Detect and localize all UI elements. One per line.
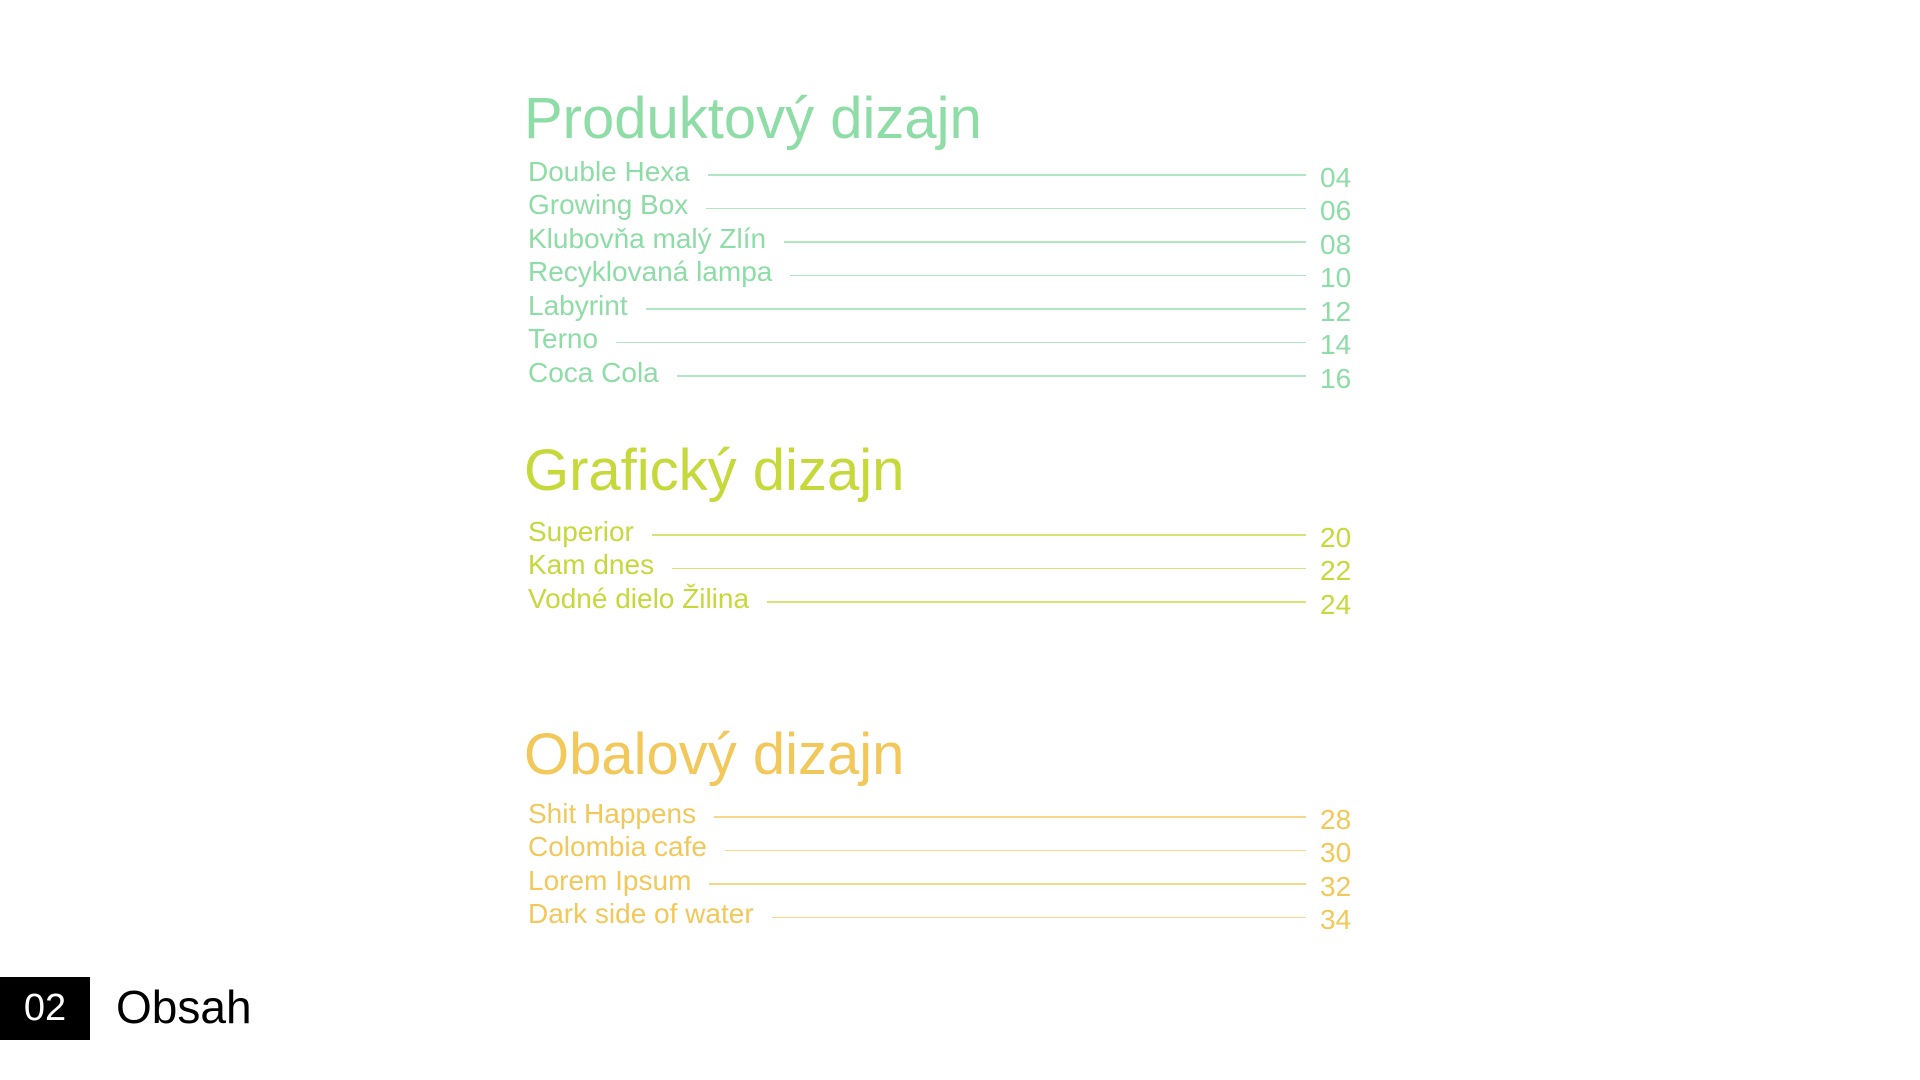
toc-entry-label: Shit Happens [528, 797, 697, 829]
toc-list: Superior 20 Kam dnes 22 Vodné dielo Žilina 24 [524, 512, 1364, 618]
leader-line [707, 174, 1306, 176]
leader-line [714, 816, 1306, 818]
section-title: Produktový dizajn [524, 86, 982, 151]
section-title: Obalový dizajn [524, 722, 905, 787]
toc-entry-page: 06 [1320, 195, 1352, 226]
leader-line [767, 601, 1306, 603]
page-number-badge: 02 [0, 977, 90, 1040]
toc-entry-label: Recyklovaná lampa [528, 256, 773, 287]
section-produktovy-dizajn: Produktový dizajn Double Hexa 04 Growing B… [524, 86, 1364, 393]
toc-entry-page: 28 [1320, 803, 1352, 835]
leader-line [645, 308, 1306, 310]
leader-line [771, 916, 1306, 918]
toc-entry[interactable]: Coca Cola 16 [528, 353, 1364, 392]
leader-line [676, 375, 1306, 377]
toc-entry-label: Lorem Ipsum [528, 864, 692, 896]
toc-entry-label: Labyrint [528, 289, 628, 321]
toc-entry[interactable]: Vodné dielo Žilina 24 [528, 579, 1364, 618]
toc-entry-page: 30 [1320, 837, 1352, 868]
toc-entry[interactable]: Labyrint 12 [528, 286, 1364, 325]
toc-entry-page: 12 [1320, 295, 1352, 327]
toc-entry[interactable]: Growing Box 06 [528, 186, 1364, 225]
leader-line [672, 567, 1306, 569]
toc-entry-label: Colombia cafe [528, 831, 707, 862]
toc-entry-page: 22 [1320, 555, 1352, 586]
toc-entry[interactable]: Colombia cafe 30 [528, 828, 1364, 867]
toc-entry-label: Vodné dielo Žilina [528, 582, 750, 614]
toc-entry-label: Dark side of water [528, 898, 754, 929]
page-title: Obsah [116, 981, 252, 1033]
toc-entry-label: Growing Box [528, 189, 689, 220]
leader-line [784, 241, 1306, 243]
section-obalovy-dizajn: Obalový dizajn Shit Happens 28 Colombia ca… [524, 722, 1364, 934]
toc-list: Double Hexa 04 Growing Box 06 Klubovňa malý … [524, 152, 1364, 392]
toc-entry[interactable]: Terno 14 [528, 320, 1364, 359]
toc-entry-page: 24 [1320, 588, 1352, 620]
toc-entry-page: 34 [1320, 904, 1352, 935]
toc-entry[interactable]: Recyklovaná lampa 10 [528, 253, 1364, 292]
toc-entry-label: Terno [528, 323, 599, 354]
toc-entry-label: Coca Cola [528, 356, 659, 388]
toc-entry-label: Kam dnes [528, 549, 655, 580]
leader-line [616, 341, 1306, 343]
toc-entry-label: Double Hexa [528, 155, 690, 187]
toc-entry-page: 14 [1320, 329, 1352, 360]
leader-line [724, 849, 1306, 851]
toc-entry-page: 32 [1320, 870, 1352, 902]
section-graficky-dizajn: Grafický dizajn Superior 20 Kam dnes 22 Vodn… [524, 438, 1364, 619]
leader-line [709, 883, 1306, 885]
toc-entry-page: 08 [1320, 228, 1352, 260]
toc-list: Shit Happens 28 Colombia cafe 30 Lorem Ipsum… [524, 794, 1364, 934]
leader-line [651, 534, 1306, 536]
section-title: Grafický dizajn [524, 438, 905, 503]
leader-line [790, 274, 1306, 276]
toc-entry-label: Superior [528, 515, 634, 547]
toc-entry[interactable]: Dark side of water 34 [528, 895, 1364, 934]
toc-entry[interactable]: Kam dnes 22 [528, 546, 1364, 585]
toc-entry[interactable]: Superior 20 [528, 512, 1364, 551]
toc-entry-page: 20 [1320, 521, 1352, 553]
toc-entry[interactable]: Double Hexa 04 [528, 152, 1364, 191]
toc-entry[interactable]: Lorem Ipsum 32 [528, 861, 1364, 900]
leader-line [706, 207, 1306, 209]
toc-entry-page: 10 [1320, 262, 1352, 293]
toc-entry-page: 04 [1320, 161, 1352, 193]
toc-entry-page: 16 [1320, 362, 1352, 394]
toc-entry[interactable]: Shit Happens 28 [528, 794, 1364, 833]
toc-entry-label: Klubovňa malý Zlín [528, 222, 767, 254]
toc-entry[interactable]: Klubovňa malý Zlín 08 [528, 219, 1364, 258]
